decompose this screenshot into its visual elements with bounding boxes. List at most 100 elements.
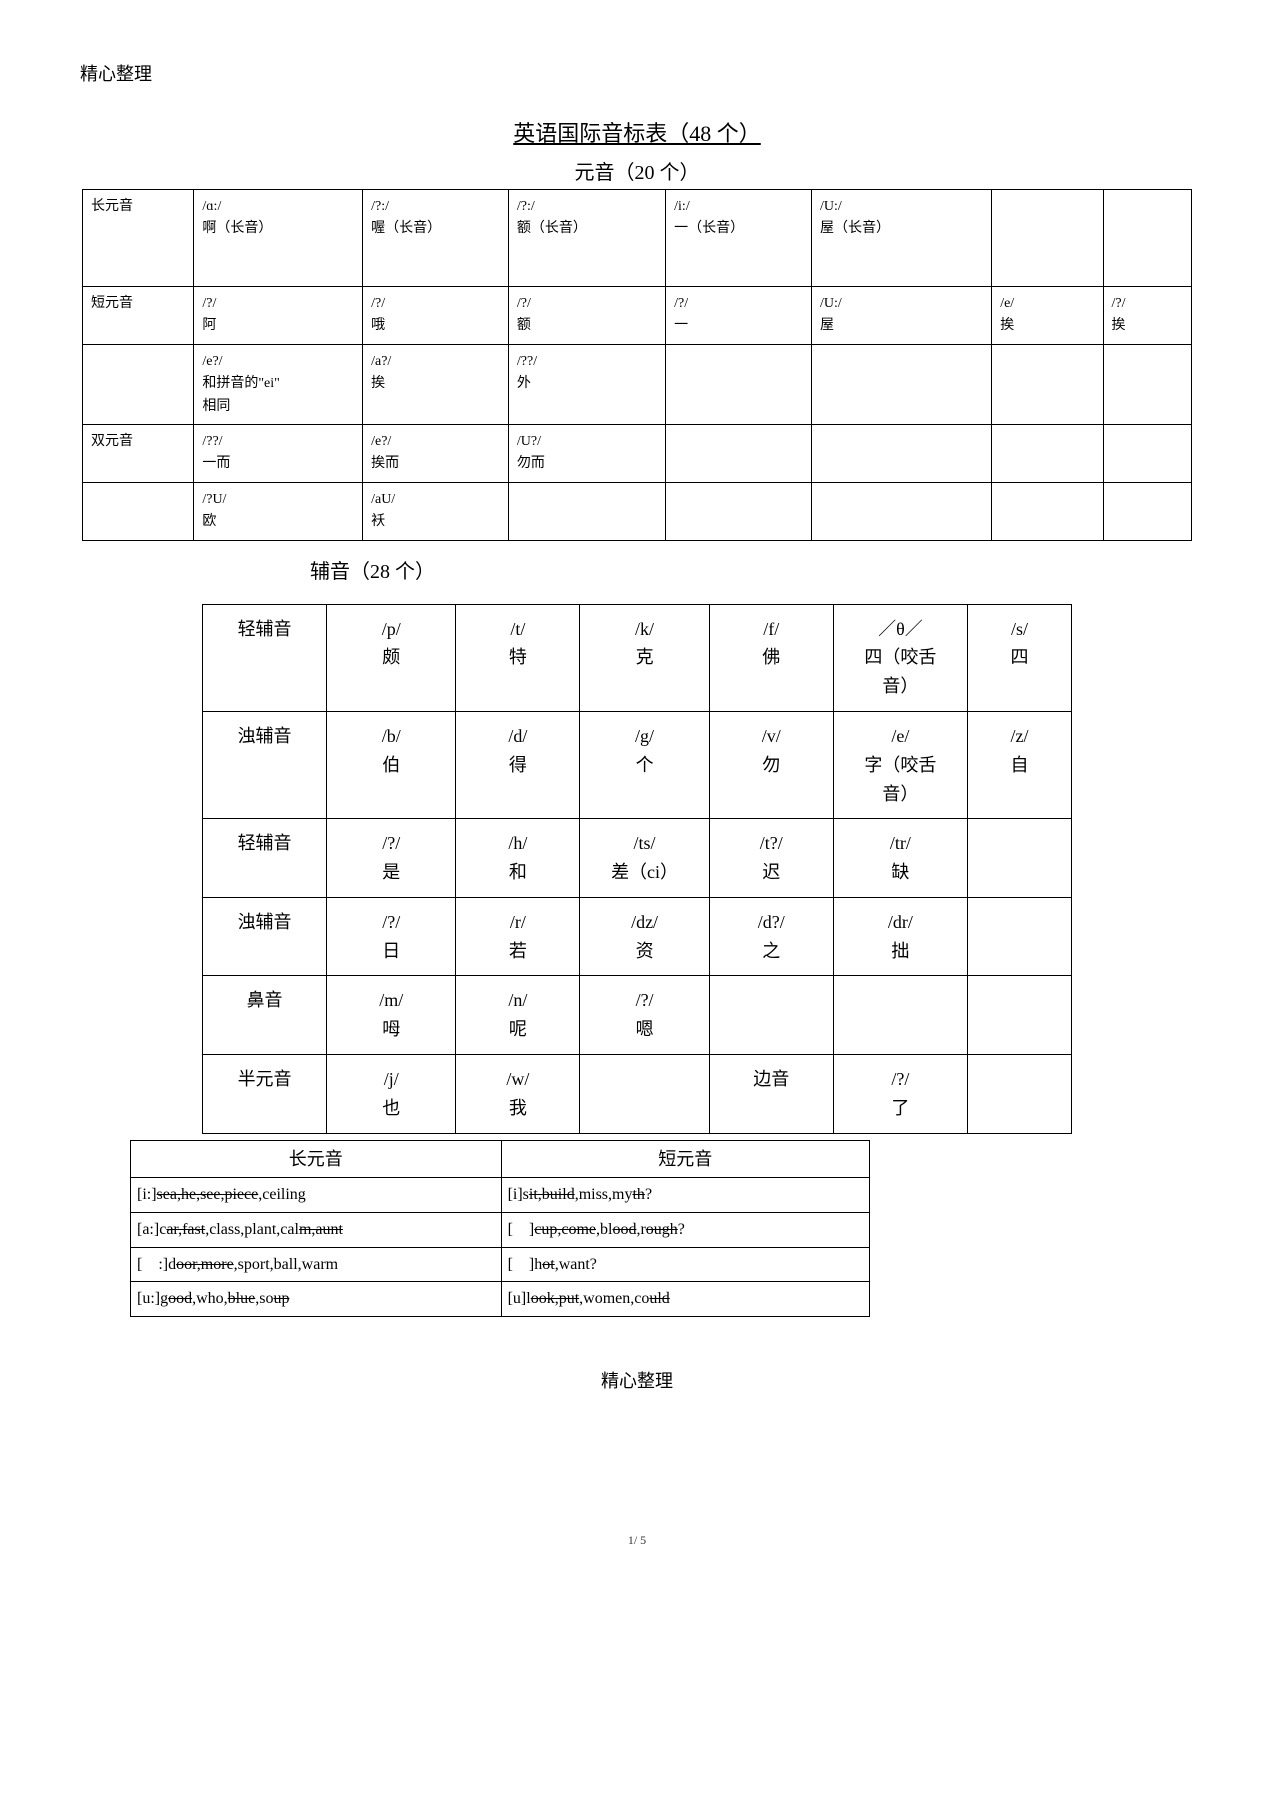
vowel-cell <box>666 424 812 482</box>
consonant-cell <box>580 1055 709 1134</box>
vowel-cell: /aU/袄 <box>363 482 509 540</box>
vowel-cell: /U:/屋（长音） <box>811 190 991 287</box>
consonant-cell <box>709 976 833 1055</box>
consonant-cell: /e/字（咬舌音） <box>833 711 967 818</box>
example-long-cell: [a:]car,fast,class,plant,calm,aunt <box>131 1213 502 1248</box>
consonants-title: 辅音（28 个） <box>310 555 1194 584</box>
consonant-cell <box>968 897 1072 976</box>
examples-header-short: 短元音 <box>501 1140 869 1178</box>
consonant-cell: /m/呣 <box>327 976 456 1055</box>
vowel-cell: /?/哦 <box>363 287 509 345</box>
example-long-cell: [u:]good,who,blue,soup <box>131 1282 502 1317</box>
vowel-cell <box>666 482 812 540</box>
consonant-cell: /?/了 <box>833 1055 967 1134</box>
vowel-cell <box>992 482 1103 540</box>
page-title: 英语国际音标表（48 个） <box>80 116 1194 148</box>
consonant-cell: 浊辅音 <box>203 711 327 818</box>
examples-table: 长元音 短元音 [i:]sea,he,see,piece,ceiling[i]s… <box>130 1140 870 1317</box>
consonant-cell: /dz/资 <box>580 897 709 976</box>
vowel-cell <box>83 482 194 540</box>
consonant-cell: 轻辅音 <box>203 819 327 898</box>
consonant-cell: /n/呢 <box>456 976 580 1055</box>
example-short-cell: [ ]hot,want? <box>501 1247 869 1282</box>
vowel-cell: /e?/和拼音的"ei"相同 <box>194 344 363 424</box>
vowel-table: 长元音/ɑ:/啊（长音）/?:/喔（长音）/?:/额（长音）/i:/一（长音）/… <box>82 189 1192 541</box>
consonant-cell: /f/佛 <box>709 604 833 711</box>
vowel-cell <box>83 344 194 424</box>
vowel-cell: /ɑ:/啊（长音） <box>194 190 363 287</box>
consonant-cell: 浊辅音 <box>203 897 327 976</box>
vowel-cell: /??/一而 <box>194 424 363 482</box>
consonant-cell: 鼻音 <box>203 976 327 1055</box>
consonant-cell: /s/四 <box>968 604 1072 711</box>
vowel-cell: /?U/欧 <box>194 482 363 540</box>
vowel-cell <box>1103 482 1191 540</box>
vowel-cell: /e/挨 <box>992 287 1103 345</box>
consonant-cell: ／θ／四（咬舌音） <box>833 604 967 711</box>
vowel-cell: /?:/喔（长音） <box>363 190 509 287</box>
consonant-cell: /z/自 <box>968 711 1072 818</box>
vowel-cell: /?/一 <box>666 287 812 345</box>
vowel-cell: /i:/一（长音） <box>666 190 812 287</box>
example-short-cell: [ ]cup,come,blood,rough? <box>501 1213 869 1248</box>
vowels-title: 元音（20 个） <box>80 156 1194 185</box>
consonant-cell: /tr/缺 <box>833 819 967 898</box>
vowel-cell <box>1103 190 1191 287</box>
vowel-cell: /U?/勿而 <box>508 424 665 482</box>
page-number: 1/ 5 <box>80 1533 1194 1548</box>
consonant-cell: 边音 <box>709 1055 833 1134</box>
vowel-cell <box>666 344 812 424</box>
consonant-cell: 半元音 <box>203 1055 327 1134</box>
vowel-cell: /e?/挨而 <box>363 424 509 482</box>
consonant-cell: /ts/差（ci） <box>580 819 709 898</box>
vowel-cell <box>992 344 1103 424</box>
vowel-cell: /??/外 <box>508 344 665 424</box>
vowel-cell <box>811 424 991 482</box>
consonant-cell: /d?/之 <box>709 897 833 976</box>
example-long-cell: [ :]door,more,sport,ball,warm <box>131 1247 502 1282</box>
consonant-cell: /b/伯 <box>327 711 456 818</box>
vowel-cell <box>811 482 991 540</box>
consonant-cell: /p/颇 <box>327 604 456 711</box>
vowel-cell: 长元音 <box>83 190 194 287</box>
consonant-cell: /j/也 <box>327 1055 456 1134</box>
vowel-cell: 短元音 <box>83 287 194 345</box>
vowel-cell: /a?/挨 <box>363 344 509 424</box>
consonant-cell: /dr/拙 <box>833 897 967 976</box>
vowel-cell <box>992 190 1103 287</box>
consonant-cell <box>968 976 1072 1055</box>
consonant-table: 轻辅音/p/颇/t/特/k/克/f/佛／θ／四（咬舌音）/s/四浊辅音/b/伯/… <box>202 604 1072 1134</box>
header-left: 精心整理 <box>80 60 1194 86</box>
footer-text: 精心整理 <box>80 1367 1194 1393</box>
consonant-cell: /t/特 <box>456 604 580 711</box>
vowel-cell <box>992 424 1103 482</box>
consonant-cell: /r/若 <box>456 897 580 976</box>
example-short-cell: [u]look,put,women,could <box>501 1282 869 1317</box>
vowel-cell: /?:/额（长音） <box>508 190 665 287</box>
vowel-cell <box>1103 424 1191 482</box>
example-short-cell: [i]sit,build,miss,myth? <box>501 1178 869 1213</box>
example-long-cell: [i:]sea,he,see,piece,ceiling <box>131 1178 502 1213</box>
consonant-cell: /d/得 <box>456 711 580 818</box>
consonant-cell: 轻辅音 <box>203 604 327 711</box>
consonant-cell <box>968 1055 1072 1134</box>
consonant-cell: /v/勿 <box>709 711 833 818</box>
consonant-cell: /?/日 <box>327 897 456 976</box>
consonant-cell: /h/和 <box>456 819 580 898</box>
consonant-cell: /w/我 <box>456 1055 580 1134</box>
vowel-cell: 双元音 <box>83 424 194 482</box>
consonant-cell <box>833 976 967 1055</box>
vowel-cell <box>1103 344 1191 424</box>
vowel-cell: /?/阿 <box>194 287 363 345</box>
consonant-cell: /t?/迟 <box>709 819 833 898</box>
consonant-cell <box>968 819 1072 898</box>
consonant-cell: /g/个 <box>580 711 709 818</box>
vowel-cell: /U:/屋 <box>811 287 991 345</box>
vowel-cell <box>811 344 991 424</box>
vowel-cell: /?/额 <box>508 287 665 345</box>
vowel-cell <box>508 482 665 540</box>
consonant-cell: /?/是 <box>327 819 456 898</box>
examples-header-long: 长元音 <box>131 1140 502 1178</box>
consonant-cell: /k/克 <box>580 604 709 711</box>
vowel-cell: /?/挨 <box>1103 287 1191 345</box>
